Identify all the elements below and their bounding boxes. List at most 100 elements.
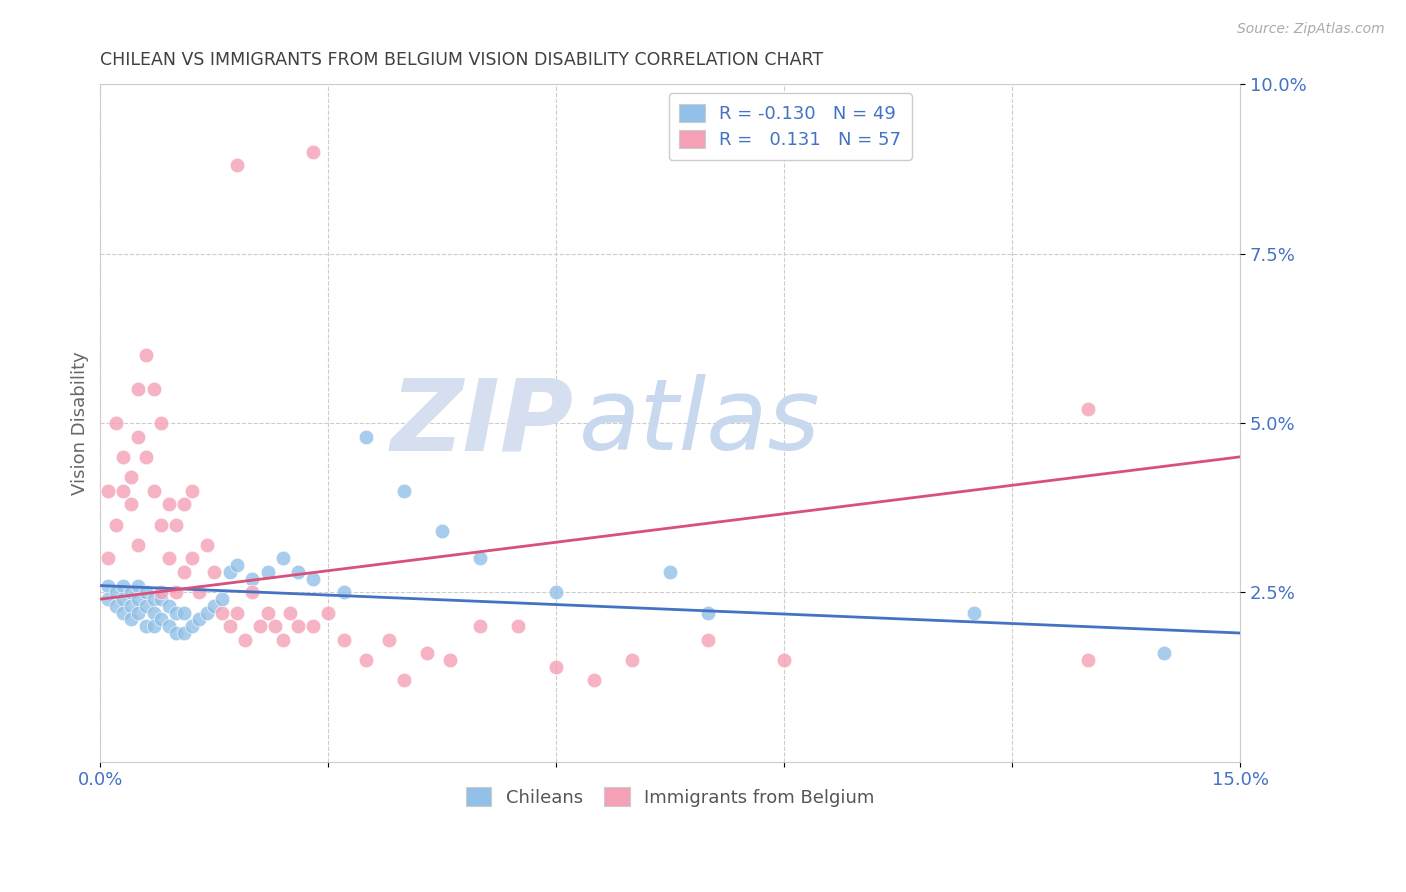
Point xyxy=(127,578,149,592)
Point xyxy=(127,592,149,607)
Point xyxy=(508,619,530,633)
Point xyxy=(287,565,309,579)
Point xyxy=(218,565,240,579)
Point xyxy=(332,632,354,647)
Point xyxy=(211,592,233,607)
Point xyxy=(226,158,249,172)
Point xyxy=(104,599,127,613)
Point xyxy=(1077,402,1099,417)
Point xyxy=(150,592,173,607)
Point xyxy=(240,585,263,599)
Point xyxy=(188,585,211,599)
Point xyxy=(157,497,180,511)
Point xyxy=(226,558,249,573)
Point xyxy=(278,606,301,620)
Point xyxy=(394,483,416,498)
Point xyxy=(470,619,492,633)
Point xyxy=(104,517,127,532)
Point xyxy=(135,585,157,599)
Point xyxy=(150,585,173,599)
Point xyxy=(697,632,720,647)
Point xyxy=(302,572,325,586)
Point xyxy=(211,606,233,620)
Text: atlas: atlas xyxy=(579,375,821,472)
Point xyxy=(470,551,492,566)
Point xyxy=(165,626,187,640)
Point xyxy=(240,572,263,586)
Point xyxy=(439,653,461,667)
Point xyxy=(157,551,180,566)
Point xyxy=(165,606,187,620)
Point xyxy=(173,497,195,511)
Point xyxy=(173,626,195,640)
Point xyxy=(271,551,294,566)
Point xyxy=(120,599,142,613)
Point xyxy=(120,470,142,484)
Point xyxy=(97,592,120,607)
Point xyxy=(332,585,354,599)
Point xyxy=(621,653,644,667)
Point xyxy=(249,619,271,633)
Point xyxy=(318,606,340,620)
Point xyxy=(120,612,142,626)
Point xyxy=(271,632,294,647)
Point xyxy=(127,382,149,396)
Point xyxy=(112,450,135,464)
Point xyxy=(104,416,127,430)
Point xyxy=(104,585,127,599)
Point xyxy=(546,585,568,599)
Point xyxy=(378,632,401,647)
Point xyxy=(135,599,157,613)
Text: Source: ZipAtlas.com: Source: ZipAtlas.com xyxy=(1237,22,1385,37)
Point xyxy=(97,483,120,498)
Y-axis label: Vision Disability: Vision Disability xyxy=(72,351,89,495)
Point xyxy=(302,619,325,633)
Point xyxy=(112,578,135,592)
Point xyxy=(583,673,606,688)
Point xyxy=(356,653,378,667)
Point xyxy=(195,538,218,552)
Point xyxy=(202,599,225,613)
Point xyxy=(287,619,309,633)
Point xyxy=(173,606,195,620)
Point xyxy=(135,450,157,464)
Point xyxy=(142,619,165,633)
Point xyxy=(112,592,135,607)
Point xyxy=(173,565,195,579)
Point xyxy=(157,619,180,633)
Point xyxy=(135,619,157,633)
Point xyxy=(150,517,173,532)
Point xyxy=(142,483,165,498)
Point xyxy=(659,565,682,579)
Point xyxy=(127,606,149,620)
Point xyxy=(1153,646,1175,660)
Point xyxy=(142,606,165,620)
Text: CHILEAN VS IMMIGRANTS FROM BELGIUM VISION DISABILITY CORRELATION CHART: CHILEAN VS IMMIGRANTS FROM BELGIUM VISIO… xyxy=(100,51,824,69)
Point xyxy=(150,612,173,626)
Point xyxy=(165,517,187,532)
Point xyxy=(97,578,120,592)
Point xyxy=(165,585,187,599)
Point xyxy=(180,483,202,498)
Point xyxy=(697,606,720,620)
Point xyxy=(180,619,202,633)
Point xyxy=(302,145,325,159)
Point xyxy=(112,606,135,620)
Point xyxy=(97,551,120,566)
Point xyxy=(195,606,218,620)
Point xyxy=(120,585,142,599)
Point xyxy=(157,599,180,613)
Point xyxy=(963,606,986,620)
Point xyxy=(773,653,796,667)
Point xyxy=(1077,653,1099,667)
Point xyxy=(150,416,173,430)
Point xyxy=(356,429,378,443)
Point xyxy=(202,565,225,579)
Legend: Chileans, Immigrants from Belgium: Chileans, Immigrants from Belgium xyxy=(458,780,882,814)
Point xyxy=(394,673,416,688)
Point xyxy=(135,348,157,362)
Point xyxy=(233,632,256,647)
Point xyxy=(546,660,568,674)
Point xyxy=(112,483,135,498)
Point xyxy=(256,565,278,579)
